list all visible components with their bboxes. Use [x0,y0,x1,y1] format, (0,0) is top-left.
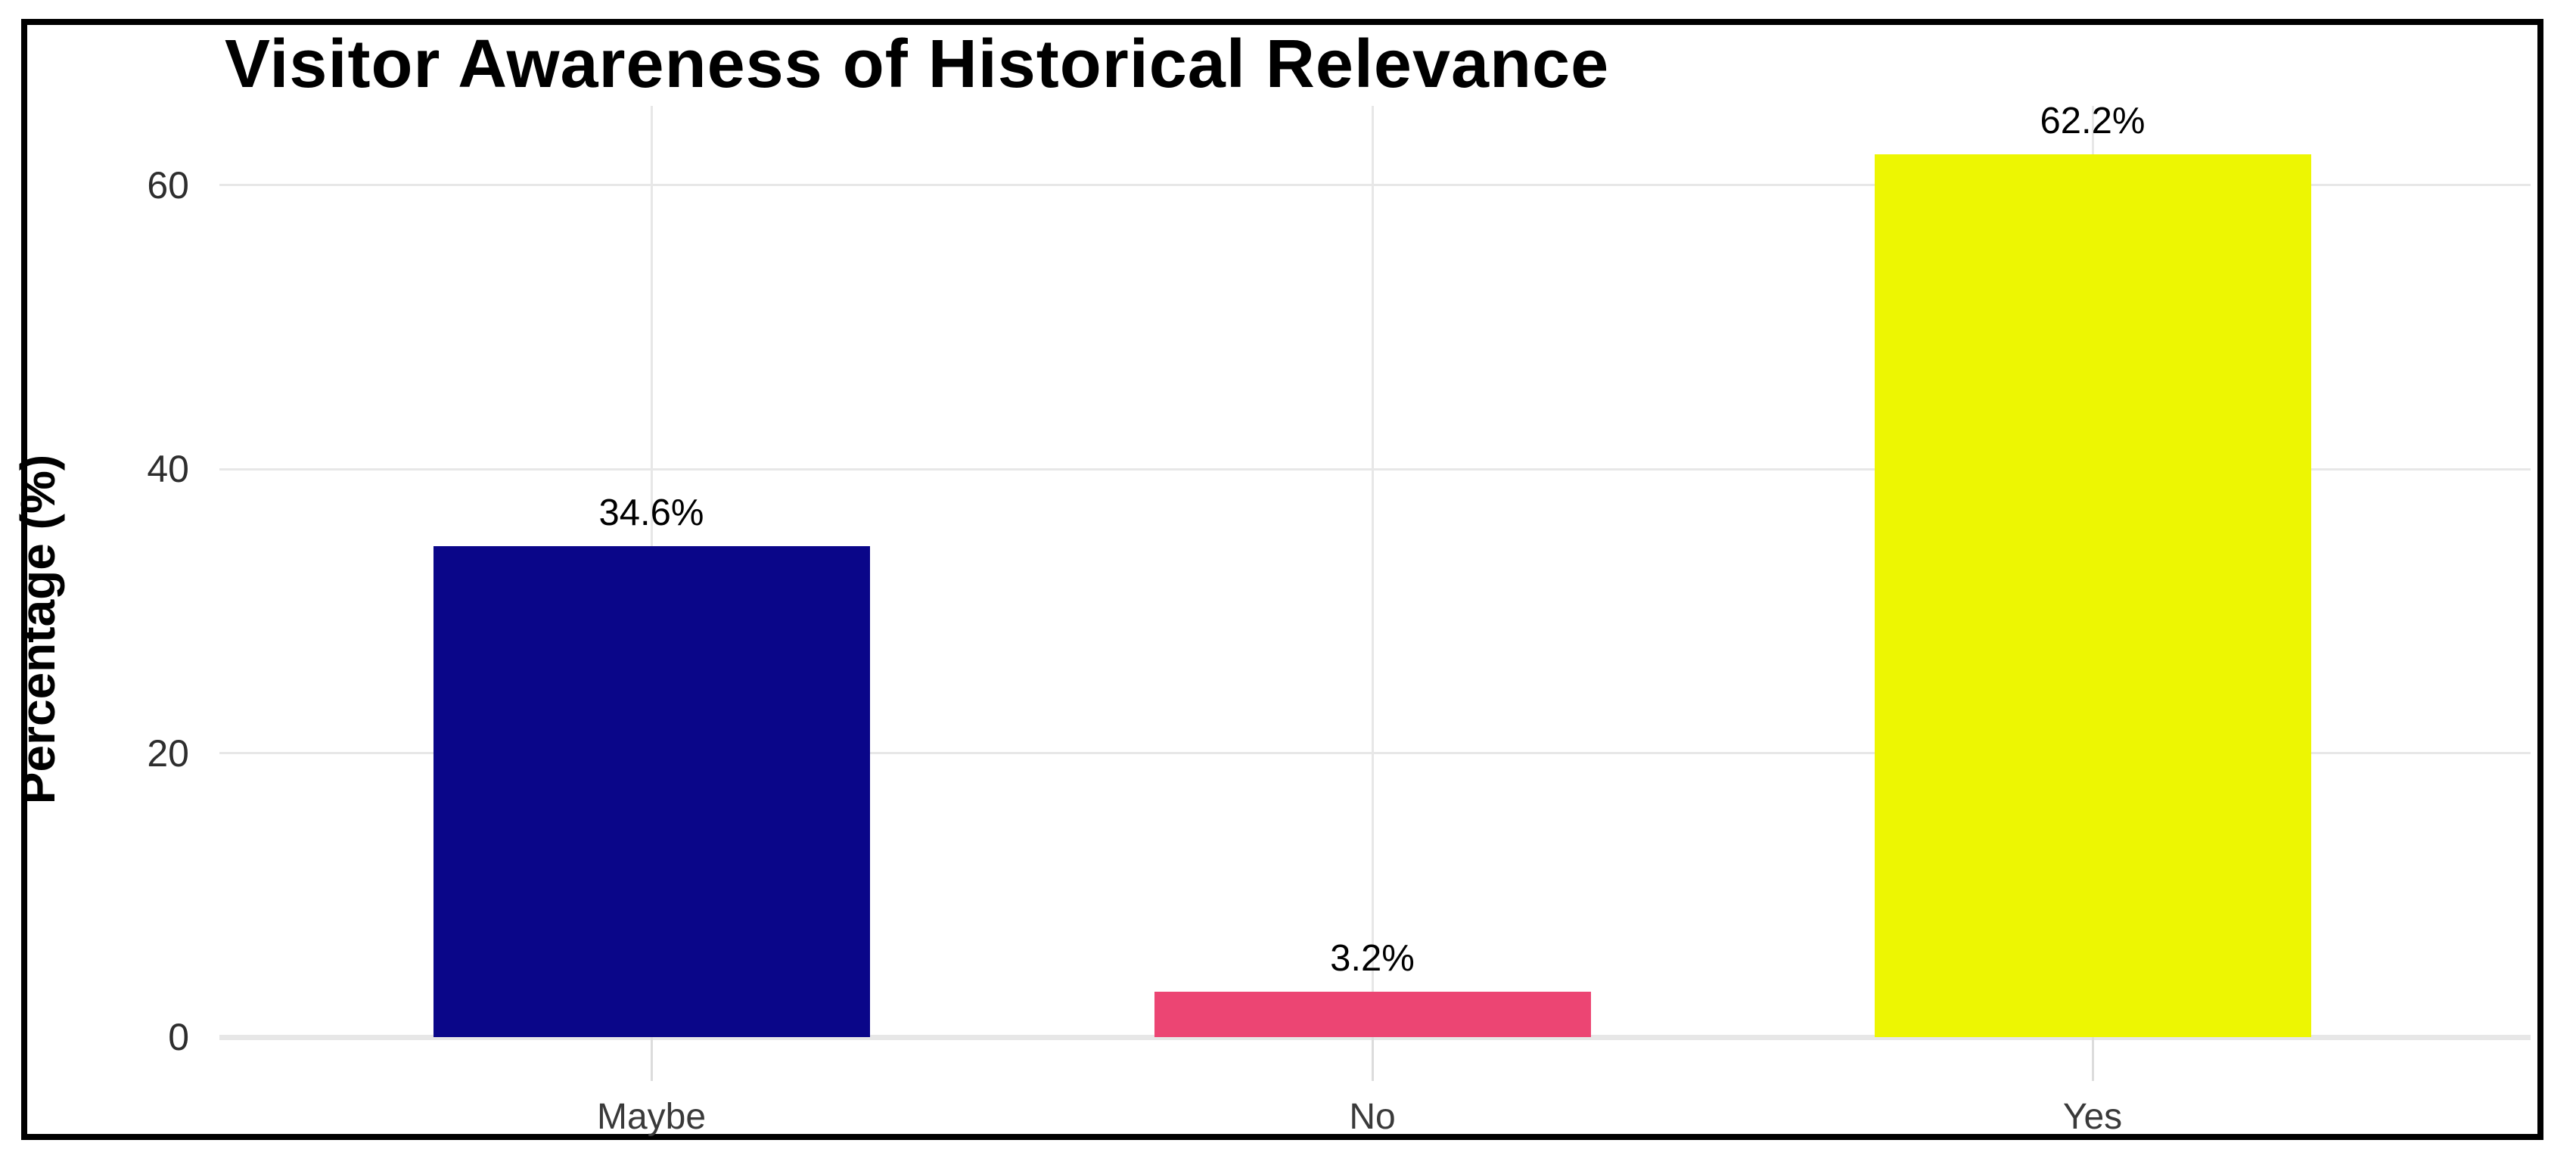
bar-no [1154,991,1591,1037]
bar-value-label-maybe: 34.6% [598,492,704,533]
bar-yes [1874,154,2311,1037]
x-tick-mark-yes [2091,1037,2094,1081]
y-tick-label-0: 0 [168,1016,189,1058]
chart-title: Visitor Awareness of Historical Relevanc… [225,26,1610,102]
bar-value-label-yes: 62.2% [2040,100,2146,141]
y-gridline-20 [219,752,2531,755]
y-gridline-60 [219,184,2531,187]
chart-frame-border [21,19,2543,1140]
y-gridline-40 [219,467,2531,471]
x-tick-mark-maybe [650,1037,653,1081]
x-tick-label-no: No [1349,1097,1396,1137]
y-tick-label-60: 60 [147,163,189,207]
y-gridline-0 [219,1034,2531,1040]
bar-maybe [433,545,870,1037]
bar-value-label-no: 3.2% [1330,937,1415,979]
x-gridline-no [1371,106,1374,1037]
x-tick-label-yes: Yes [2062,1097,2123,1137]
x-tick-mark-no [1371,1037,1374,1081]
y-tick-label-40: 40 [147,448,189,491]
x-tick-label-maybe: Maybe [596,1097,707,1137]
y-tick-label-20: 20 [147,731,189,775]
